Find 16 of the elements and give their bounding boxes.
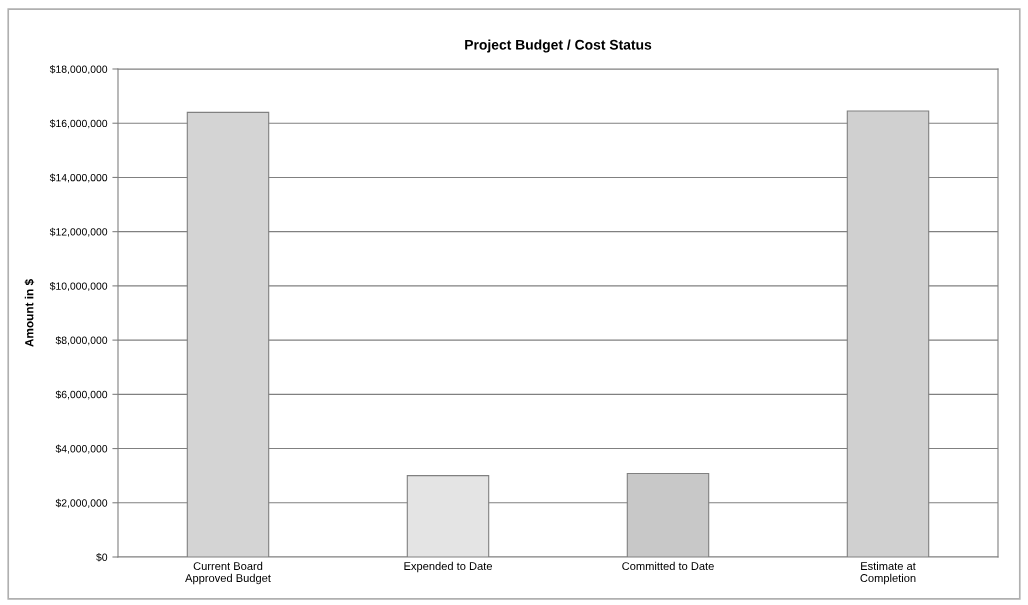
y-tick-label: $0: [96, 553, 108, 562]
y-axis-title: Amount in $: [24, 279, 35, 347]
chart-title: Project Budget / Cost Status: [465, 39, 652, 53]
x-tick-label: Committed to Date: [622, 561, 714, 571]
x-tick-label: Expended to Date: [404, 561, 492, 573]
y-tick-label: $12,000,000: [49, 227, 108, 237]
y-tick-label: $14,000,000: [49, 173, 108, 183]
y-tick-label: $2,000,000: [55, 498, 108, 508]
y-tick-label: $4,000,000: [55, 444, 108, 454]
y-tick-label: $6,000,000: [55, 390, 108, 400]
x-tick-label: Estimate at Completion: [860, 561, 916, 585]
y-tick-label: $8,000,000: [55, 336, 108, 346]
y-tick-label: $16,000,000: [49, 119, 108, 129]
y-tick-label: $10,000,000: [49, 281, 108, 291]
y-tick-label: $18,000,000: [49, 65, 108, 75]
x-tick-label: Current Board Approved Budget: [185, 561, 271, 585]
